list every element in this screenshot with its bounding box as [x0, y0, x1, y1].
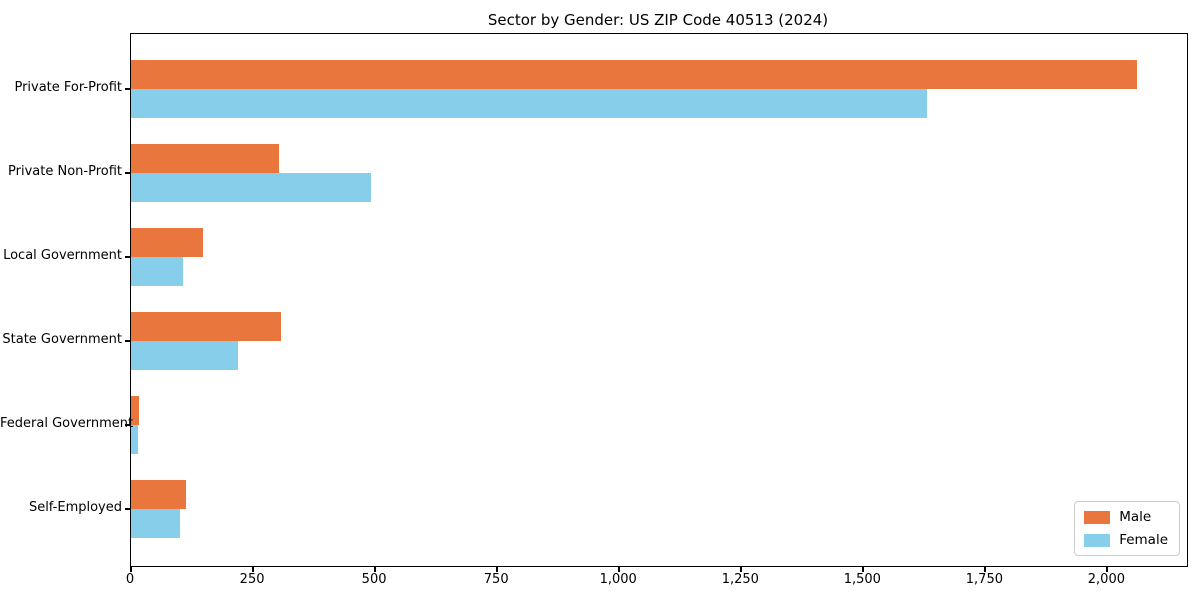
- bar-male-local-government: [131, 228, 204, 257]
- chart-title: Sector by Gender: US ZIP Code 40513 (202…: [487, 11, 829, 29]
- plot-area: [130, 33, 1188, 567]
- legend-item-male: Male: [1084, 509, 1168, 525]
- xtick-mark: [618, 566, 620, 572]
- ytick-mark: [125, 508, 130, 510]
- xtick-mark: [984, 566, 986, 572]
- ytick-label-private-for-profit: Private For-Profit: [14, 80, 122, 95]
- bar-male-state-government: [131, 312, 281, 341]
- legend-label-female: Female: [1119, 532, 1168, 548]
- ytick-mark: [125, 424, 130, 426]
- xtick-mark: [130, 566, 132, 572]
- bar-male-self-employed: [131, 480, 186, 509]
- legend-label-male: Male: [1119, 509, 1152, 525]
- bar-female-federal-government: [131, 425, 138, 454]
- xtick-mark: [496, 566, 498, 572]
- xtick-mark: [862, 566, 864, 572]
- bar-male-federal-government: [131, 396, 139, 425]
- xtick-label-1000: 1,000: [599, 572, 637, 587]
- bar-female-self-employed: [131, 509, 180, 538]
- xtick-label-250: 250: [239, 572, 265, 587]
- xtick-label-1250: 1,250: [721, 572, 759, 587]
- xtick-label-1500: 1,500: [843, 572, 881, 587]
- xtick-mark: [252, 566, 254, 572]
- ytick-label-state-government: State Government: [2, 332, 122, 347]
- ytick-mark: [125, 88, 130, 90]
- bar-female-private-for-profit: [131, 89, 927, 118]
- legend-swatch-female: [1084, 533, 1111, 547]
- legend-item-female: Female: [1084, 532, 1168, 548]
- xtick-label-500: 500: [361, 572, 387, 587]
- legend-swatch-male: [1084, 510, 1111, 524]
- ytick-label-self-employed: Self-Employed: [28, 500, 122, 515]
- ytick-label-local-government: Local Government: [3, 248, 122, 263]
- xtick-mark: [374, 566, 376, 572]
- ytick-mark: [125, 256, 130, 258]
- xtick-mark: [1106, 566, 1108, 572]
- ytick-label-private-non-profit: Private Non-Profit: [8, 164, 122, 179]
- bar-male-private-for-profit: [131, 60, 1137, 89]
- bar-female-state-government: [131, 341, 238, 370]
- bar-male-private-non-profit: [131, 144, 279, 173]
- xtick-mark: [740, 566, 742, 572]
- ytick-mark: [125, 340, 130, 342]
- ytick-mark: [125, 172, 130, 174]
- xtick-label-2000: 2,000: [1087, 572, 1125, 587]
- xtick-label-750: 750: [483, 572, 509, 587]
- xtick-label-1750: 1,750: [965, 572, 1003, 587]
- bar-female-local-government: [131, 257, 184, 286]
- ytick-label-federal-government: Federal Government: [0, 416, 134, 431]
- xtick-label-0: 0: [125, 572, 135, 587]
- legend: Male Female: [1074, 501, 1180, 556]
- bar-female-private-non-profit: [131, 173, 372, 202]
